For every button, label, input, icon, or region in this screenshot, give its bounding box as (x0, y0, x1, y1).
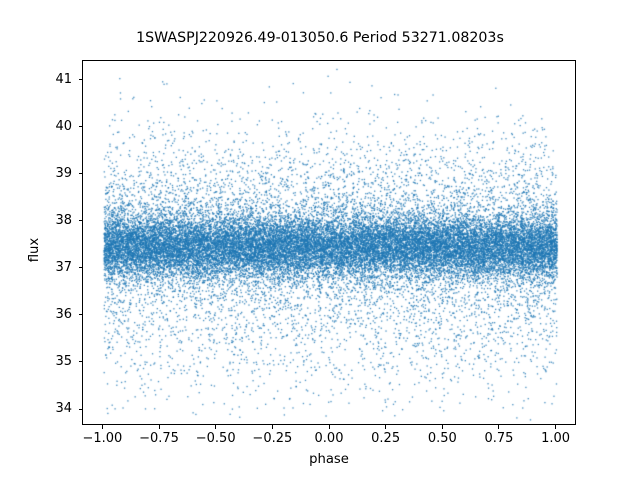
page-title: 1SWASPJ220926.49-013050.6 Period 53271.0… (136, 30, 504, 46)
y-axis-tick-label: 40 (55, 118, 72, 134)
x-axis-tick-mark (555, 425, 557, 429)
x-axis-tick-label: 0.50 (427, 431, 457, 446)
y-axis-tick-label: 34 (55, 401, 72, 416)
y-axis-tick-mark (78, 79, 82, 81)
x-axis-tick-label: −0.25 (252, 431, 293, 446)
y-axis-tick-mark (78, 126, 82, 128)
x-axis-tick-label: 0.00 (314, 431, 344, 446)
x-axis-tick-mark (158, 425, 160, 429)
y-axis-tick-mark (78, 314, 82, 316)
scatter-plot-canvas (83, 61, 575, 424)
x-axis-tick-label: −1.00 (82, 431, 123, 446)
y-axis-tick-label: 36 (55, 306, 72, 322)
x-axis-tick-label: −0.50 (195, 431, 236, 446)
y-axis-tick-mark (78, 361, 82, 363)
x-axis-tick-mark (101, 425, 103, 429)
x-axis-tick-label: −0.75 (139, 431, 179, 446)
x-axis-tick-mark (328, 425, 330, 429)
y-axis-tick-label: 39 (55, 165, 72, 181)
x-axis-tick-label: 0.75 (484, 431, 514, 446)
x-axis-label: phase (309, 452, 349, 467)
y-axis-tick-label: 35 (55, 353, 72, 369)
y-axis-tick-label: 38 (55, 212, 72, 228)
x-axis-tick-mark (385, 425, 387, 429)
x-axis-tick-mark (441, 425, 443, 429)
x-axis-tick-mark (498, 425, 500, 429)
y-axis-tick-mark (78, 173, 82, 175)
x-axis-tick-label: 0.25 (371, 431, 401, 446)
x-axis-tick-mark (271, 425, 273, 429)
x-axis-tick-label: 1.00 (541, 431, 571, 446)
y-axis-tick-mark (78, 267, 82, 269)
y-axis-tick-label: 37 (55, 259, 72, 275)
plot-axes-area (82, 60, 576, 425)
y-axis-label-wrapper: flux (27, 210, 43, 290)
y-axis-tick-mark (78, 408, 82, 410)
y-axis-label: flux (27, 237, 42, 263)
y-axis-tick-label: 41 (55, 71, 72, 87)
x-axis-tick-mark (215, 425, 217, 429)
y-axis-tick-mark (78, 220, 82, 222)
